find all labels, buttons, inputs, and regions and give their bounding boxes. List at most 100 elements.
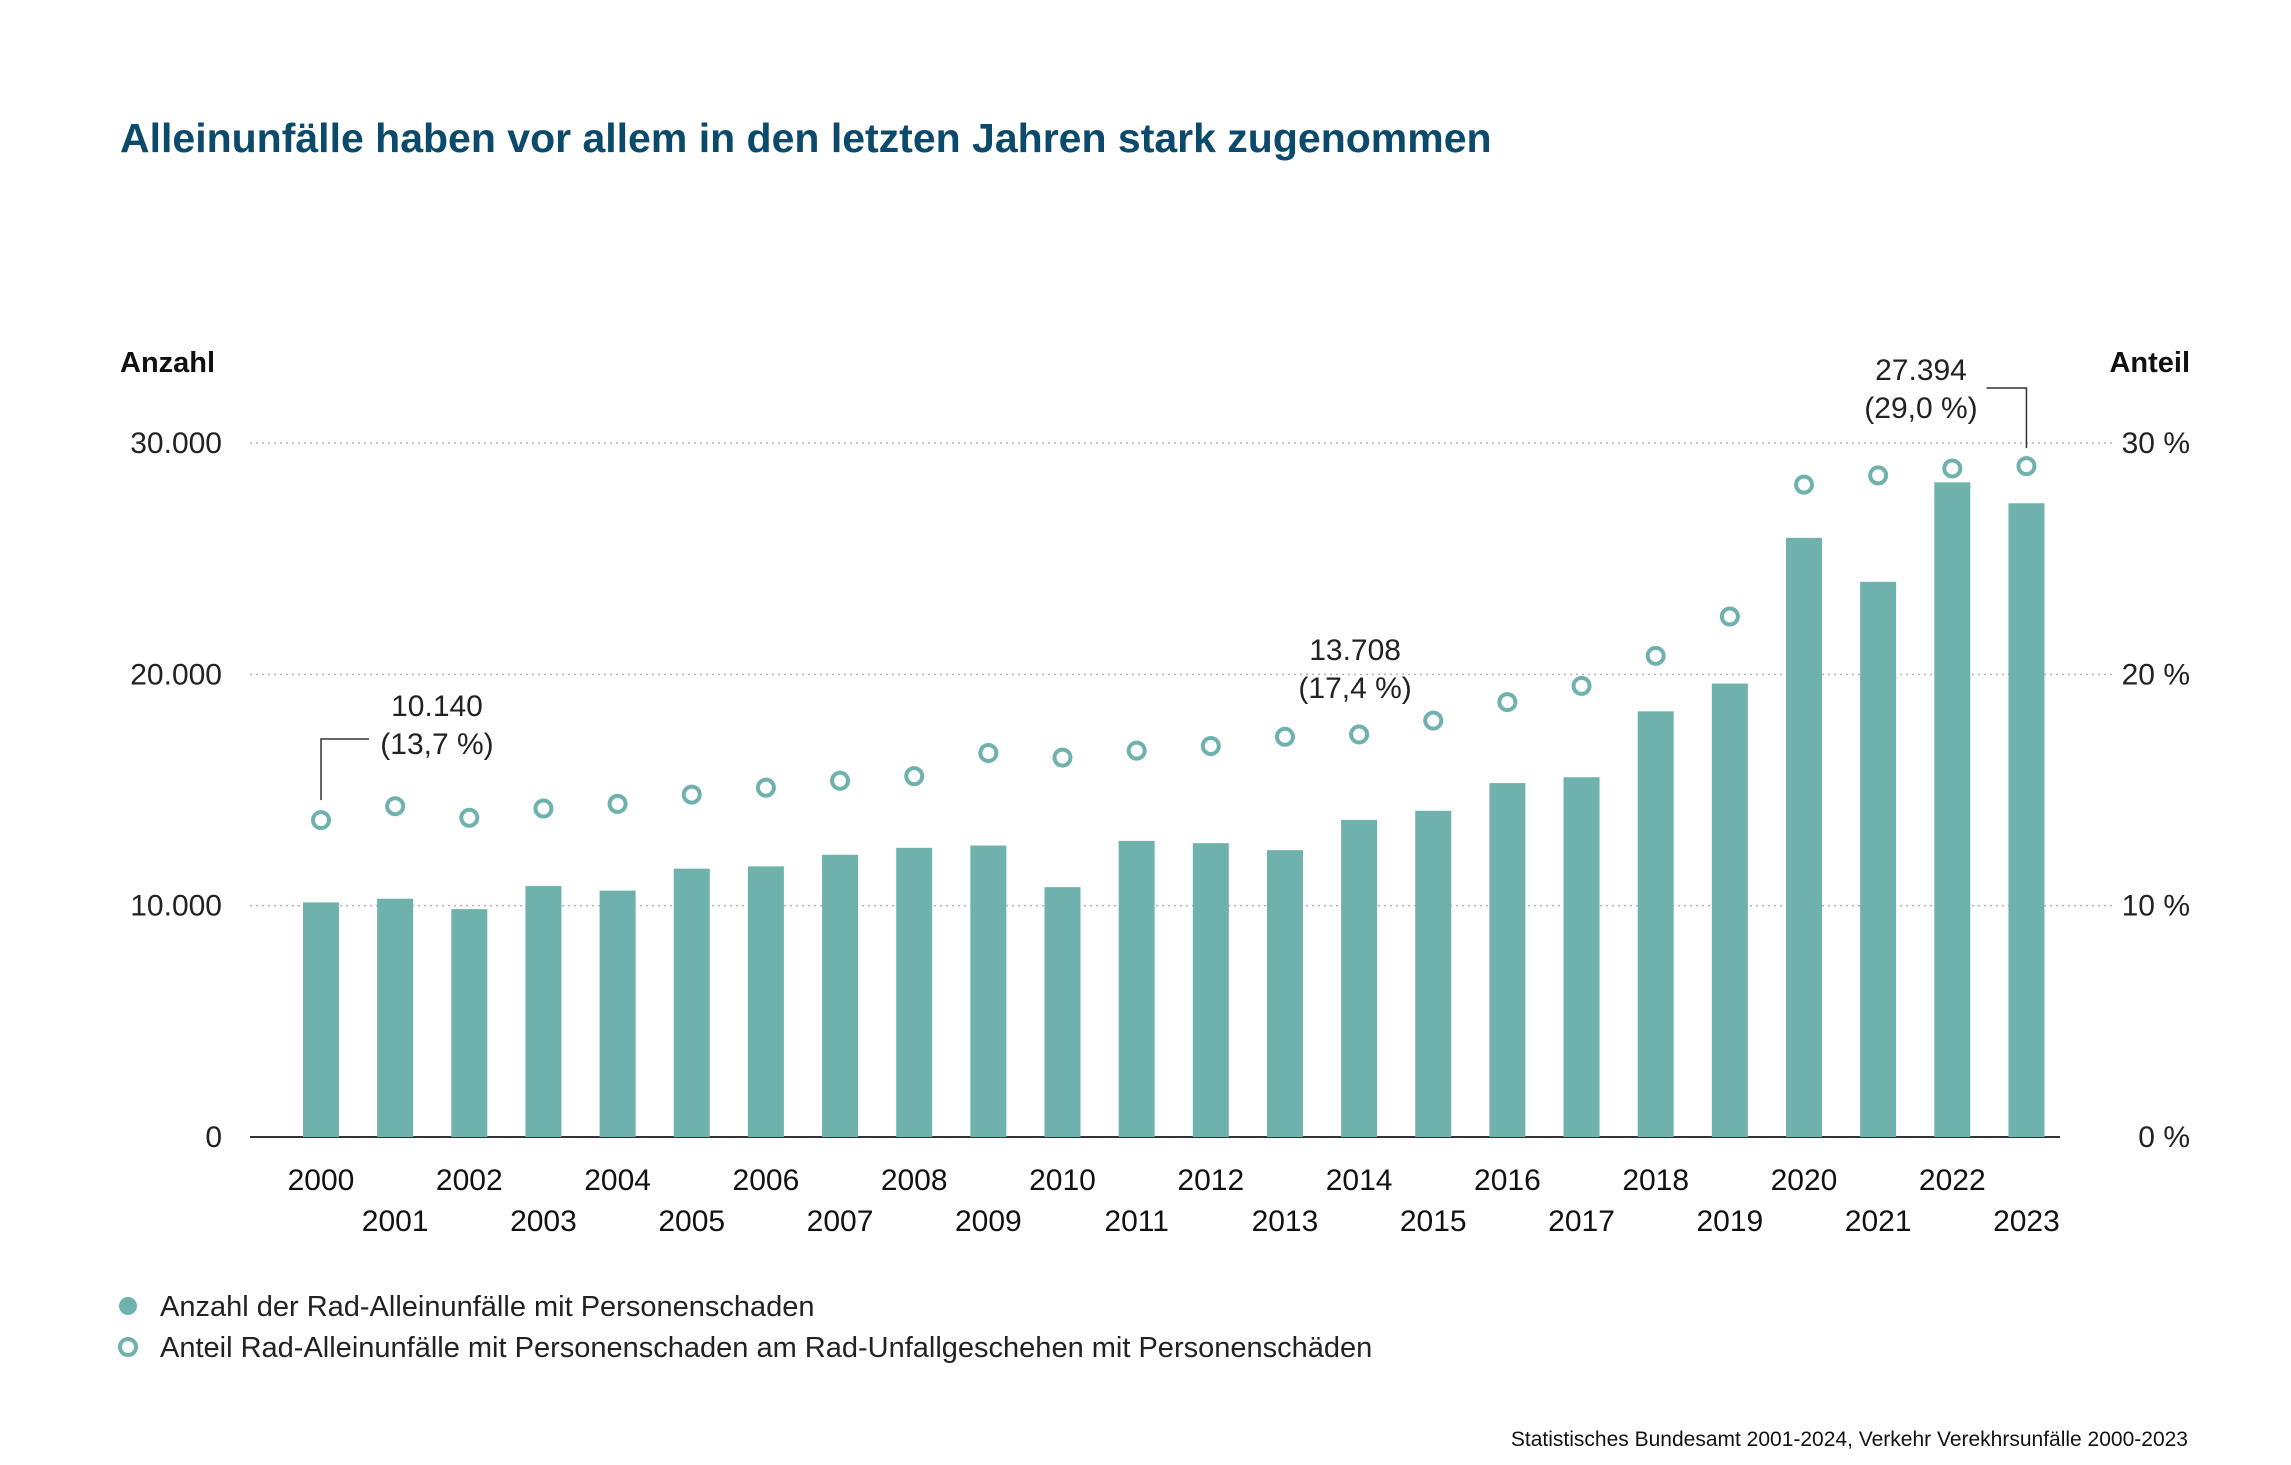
- annotation-value: 13.708: [1309, 634, 1401, 667]
- share-dot: [681, 784, 702, 805]
- annotation-value: 27.394: [1875, 354, 1967, 387]
- share-dot: [1497, 692, 1518, 713]
- share-dot: [1423, 710, 1444, 731]
- left-tick-label: 0: [205, 1121, 222, 1154]
- share-dot: [1571, 675, 1592, 696]
- bar: [822, 854, 859, 1137]
- bar: [1563, 777, 1600, 1137]
- share-dot: [1719, 606, 1740, 627]
- share-dot: [533, 798, 554, 819]
- bar: [1786, 537, 1822, 1137]
- share-dot: [1126, 740, 1147, 761]
- share-dot: [1942, 458, 1963, 479]
- x-tick-label: 2001: [362, 1205, 429, 1238]
- share-dot: [607, 793, 628, 814]
- legend-bars-label: Anzahl der Rad-Alleinunfälle mit Persone…: [160, 1291, 815, 1323]
- legend-dots-label: Anteil Rad-Alleinunfälle mit Personensch…: [160, 1332, 1372, 1364]
- share-dot: [830, 770, 851, 791]
- left-tick-label: 10.000: [130, 890, 222, 923]
- x-tick-label: 2009: [955, 1205, 1022, 1238]
- x-tick-label: 2002: [436, 1164, 503, 1197]
- annotation-value: 10.140: [391, 690, 483, 723]
- bar: [1266, 850, 1303, 1137]
- bar: [451, 909, 488, 1137]
- x-tick-label: 2010: [1029, 1164, 1096, 1197]
- bar: [896, 847, 933, 1137]
- x-tick-label: 2013: [1252, 1205, 1319, 1238]
- bar: [1489, 783, 1526, 1137]
- annotation-leader: [1986, 387, 2028, 449]
- x-tick-label: 2022: [1919, 1164, 1986, 1197]
- share-dot: [1645, 645, 1666, 666]
- bar: [1711, 683, 1748, 1137]
- bar: [673, 868, 710, 1137]
- annotation-share: (29,0 %): [1864, 392, 1977, 425]
- source-note: Statistisches Bundesamt 2001-2024, Verke…: [1511, 1428, 2188, 1451]
- x-tick-label: 2021: [1845, 1205, 1912, 1238]
- share-dot: [755, 777, 776, 798]
- x-tick-label: 2004: [584, 1164, 651, 1197]
- share-dot: [459, 807, 480, 828]
- bar: [525, 886, 562, 1137]
- x-tick-label: 2017: [1548, 1205, 1615, 1238]
- axis-ticks: 0 0 % 10.000 10 % 20.000 20 % 30.000 30 %: [130, 427, 2190, 1154]
- x-tick-label: 2000: [288, 1164, 355, 1197]
- share-dot: [904, 766, 925, 787]
- x-tick-label: 2007: [807, 1205, 874, 1238]
- bar: [970, 845, 1007, 1137]
- bar: [1637, 711, 1674, 1137]
- x-tick-label: 2008: [881, 1164, 948, 1197]
- share-dot: [978, 742, 999, 763]
- right-axis-title: Anteil: [2109, 347, 2190, 379]
- x-tick-label: 2014: [1326, 1164, 1393, 1197]
- share-dot: [1794, 474, 1814, 495]
- legend-bar-marker: [119, 1297, 137, 1315]
- bar: [303, 902, 339, 1137]
- bar: [1860, 581, 1897, 1137]
- share-dot: [1052, 747, 1073, 768]
- right-tick-label: 20 %: [2122, 658, 2190, 691]
- bar: [377, 898, 414, 1137]
- share-dot: [1868, 465, 1889, 486]
- share-dots: [311, 456, 2037, 831]
- left-axis-title: Anzahl: [120, 347, 215, 379]
- x-tick-label: 2003: [510, 1205, 577, 1238]
- bar: [1044, 887, 1081, 1137]
- x-tick-label: 2006: [733, 1164, 800, 1197]
- bars: [303, 482, 2045, 1137]
- bar: [2008, 503, 2045, 1137]
- x-tick-label: 2016: [1474, 1164, 1541, 1197]
- bar: [1415, 810, 1452, 1137]
- bar: [1341, 819, 1378, 1137]
- x-tick-label: 2020: [1771, 1164, 1838, 1197]
- right-tick-label: 30 %: [2122, 427, 2190, 460]
- share-dot: [1274, 726, 1295, 747]
- x-axis-labels: 2000200120022003200420052006200720082009…: [288, 1164, 2060, 1238]
- legend: Anzahl der Rad-Alleinunfälle mit Persone…: [118, 1291, 1372, 1364]
- share-dot: [385, 796, 406, 817]
- right-tick-label: 0 %: [2138, 1121, 2190, 1154]
- x-tick-label: 2015: [1400, 1205, 1467, 1238]
- x-tick-label: 2011: [1104, 1205, 1169, 1238]
- x-tick-label: 2012: [1177, 1164, 1244, 1197]
- annotation-share: (17,4 %): [1298, 672, 1411, 705]
- share-dot: [2016, 456, 2037, 477]
- x-tick-label: 2023: [1993, 1205, 2060, 1238]
- x-tick-label: 2005: [658, 1205, 725, 1238]
- share-dot: [1349, 724, 1370, 745]
- right-tick-label: 10 %: [2122, 890, 2190, 923]
- x-tick-label: 2019: [1696, 1205, 1763, 1238]
- share-dot: [311, 810, 331, 831]
- bar: [1934, 482, 1971, 1137]
- chart-title: Alleinunfälle haben vor allem in den let…: [120, 115, 1492, 161]
- bar: [599, 890, 636, 1137]
- bar: [1192, 843, 1229, 1137]
- x-tick-label: 2018: [1622, 1164, 1689, 1197]
- annotation-share: (13,7 %): [380, 728, 493, 761]
- bar: [747, 866, 784, 1137]
- share-dot: [1200, 736, 1221, 757]
- annotations: 10.140 (13,7 %) 13.708 (17,4 %) 27.394 (29,0 …: [320, 354, 2028, 801]
- legend-dot-marker: [118, 1337, 138, 1357]
- bar: [1118, 840, 1155, 1137]
